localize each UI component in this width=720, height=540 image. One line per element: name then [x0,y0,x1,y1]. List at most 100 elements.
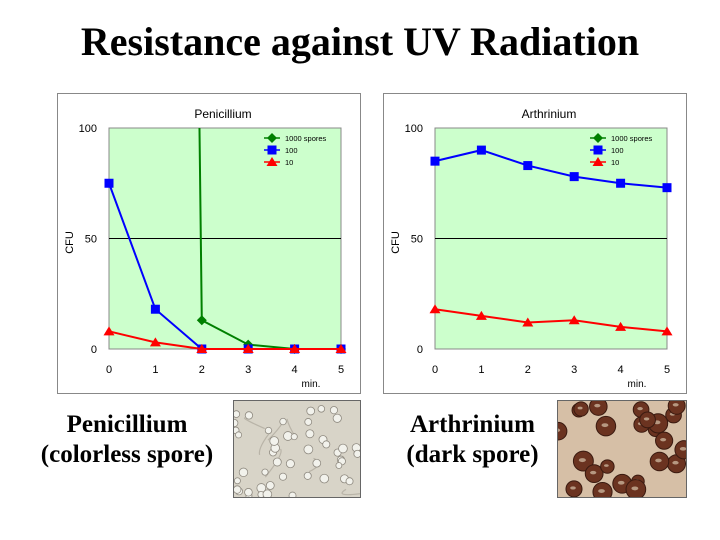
spore [234,418,239,428]
data-point [429,304,441,314]
spore [589,401,608,416]
spore-highlight [590,470,597,475]
spore [558,421,568,441]
data-point [242,344,254,353]
x-tick-label: 3 [571,364,577,376]
penicillium-caption-desc: (colorless spore) [40,441,214,468]
spore-highlight [604,464,609,467]
x-tick-label: 1 [152,364,158,376]
x-tick-label: 1 [478,364,484,376]
spore-highlight [637,407,643,411]
legend-marker [267,145,277,155]
spore [269,436,280,446]
x-tick-label: 4 [618,364,624,376]
legend-label: 10 [285,158,293,167]
data-point [335,344,347,353]
data-point [661,326,673,336]
chart-title: Penicillium [194,107,251,121]
spore [279,417,287,426]
y-axis-label: CFU [64,231,76,254]
dark-spores-micrograph-icon [558,401,686,497]
data-point [568,315,580,325]
spore [238,467,249,478]
penicillium-caption-name: Penicillium [66,411,188,438]
spore [272,457,282,467]
y-tick-label: 100 [405,123,423,135]
data-point [196,315,207,326]
x-tick-label: 2 [199,364,205,376]
spore [667,401,686,415]
spore [317,405,326,413]
spore [278,472,287,481]
series-line [108,330,341,350]
spore [306,406,316,416]
data-point [616,178,626,188]
series-line [434,149,668,189]
spore [244,488,253,497]
spore [322,440,331,449]
data-point [150,304,160,314]
x-tick-label: 2 [525,364,531,376]
series-10 [103,326,347,353]
spore [319,473,330,484]
arthrinium-spore-photo [557,400,687,498]
series-line [434,308,668,333]
spore [265,481,275,490]
spore-highlight [601,423,609,428]
spore-highlight [672,403,679,407]
spore-highlight [577,406,583,410]
hypha-strand [341,488,360,496]
penicillium-caption: Penicillium (colorless spore) [22,410,232,470]
legend-marker [266,157,278,166]
y-tick-label: 100 [79,123,97,135]
data-point [430,156,440,166]
data-point [523,161,533,171]
spore [345,477,354,486]
spore [338,443,348,454]
spore [264,426,273,435]
spore [335,462,343,469]
spore [234,410,241,418]
x-tick-label: 5 [338,364,344,376]
legend-label: 1000 spores [285,134,327,143]
x-axis-label: min. [302,379,321,390]
arthrinium-caption: Arthrinium (dark spore) [380,410,565,470]
spore-highlight [655,458,662,463]
spore-highlight [558,428,561,432]
chart-title: Arthrinium [522,107,577,121]
spore [234,485,242,494]
spore-highlight [594,403,601,408]
data-point [475,310,487,320]
spore [262,489,273,497]
x-tick-label: 4 [292,364,298,376]
colorless-spores-micrograph-icon [234,401,360,497]
spore [303,471,312,480]
y-axis-label: CFU [390,231,402,254]
data-point [615,321,627,331]
x-tick-label: 0 [432,364,438,376]
spore [353,449,360,458]
arthrinium-caption-name: Arthrinium [410,411,535,438]
spore [261,468,269,476]
x-tick-label: 3 [245,364,251,376]
spore-highlight [672,460,679,465]
spore [290,433,298,441]
data-point [149,337,161,347]
spore-highlight [679,446,686,451]
y-tick-label: 0 [91,344,97,356]
data-point [476,145,486,155]
spore [303,444,314,455]
penicillium-chart: Penicillium 0 50 100 0 1 2 3 4 5 min. CFU 1000 spore… [57,93,361,394]
y-tick-label: 50 [85,234,97,246]
spore [305,429,315,439]
legend-label: 10 [611,158,619,167]
spore [304,418,313,426]
spore-highlight [660,437,667,442]
spore [288,491,297,497]
data-point [103,326,115,336]
data-point [662,183,672,193]
arthrinium-chart: Arthrinium 0 50 100 0 1 2 3 4 5 min. CFU 1000 spores… [383,93,687,394]
spore-highlight [598,489,605,493]
arthrinium-chart-svg: Arthrinium 0 50 100 0 1 2 3 4 5 min. CFU 1000 spores… [390,107,673,390]
legend-marker [592,157,604,166]
